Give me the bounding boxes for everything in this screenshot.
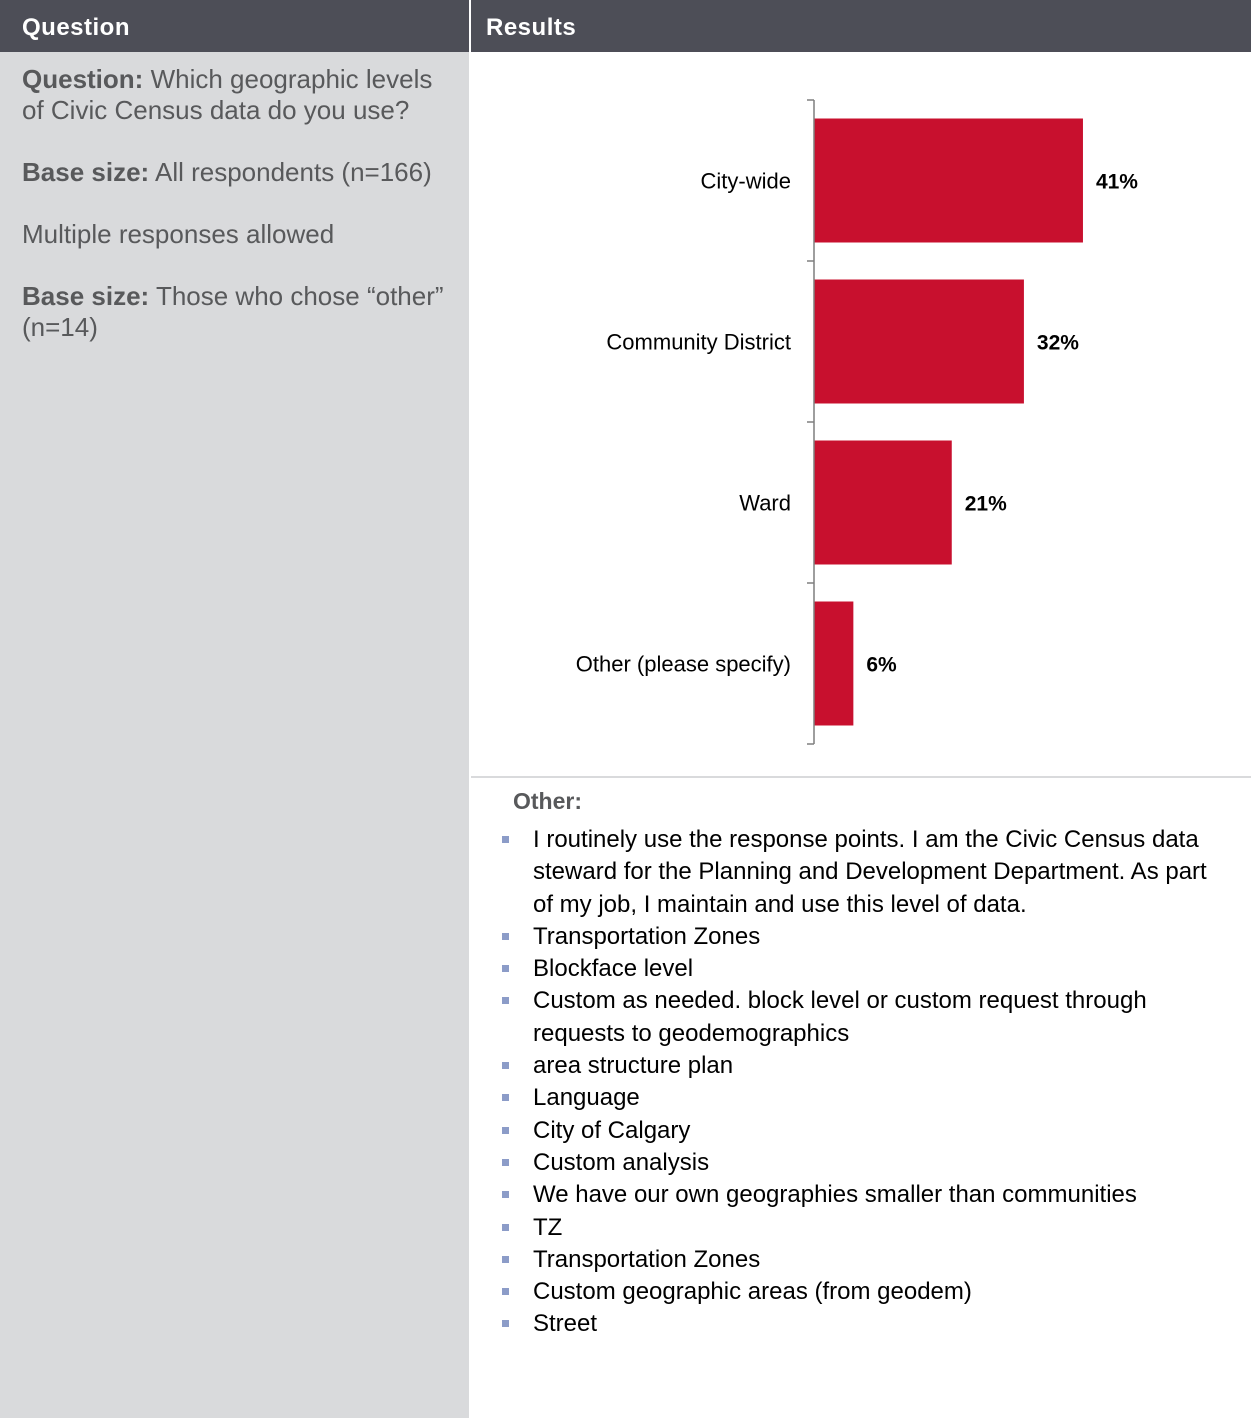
row-separator bbox=[471, 776, 1251, 778]
bullet-icon bbox=[502, 1255, 509, 1263]
table-header: Question Results bbox=[0, 0, 1251, 52]
other-response-item: TZ bbox=[500, 1212, 1230, 1244]
other-response-item: Custom as needed. block level or custom … bbox=[500, 985, 1230, 1050]
bullet-icon bbox=[502, 1320, 509, 1328]
other-title: Other: bbox=[513, 788, 582, 814]
bar bbox=[814, 279, 1024, 404]
question-column-header: Question bbox=[22, 14, 131, 41]
bullet-icon bbox=[502, 1158, 509, 1166]
bullet-icon bbox=[502, 1191, 509, 1199]
value-label: 32% bbox=[1037, 332, 1079, 355]
other-response-item: Street bbox=[500, 1308, 1230, 1340]
category-label: Ward bbox=[739, 491, 791, 516]
other-response-item: We have our own geographies smaller than… bbox=[500, 1179, 1230, 1211]
base-size-other: Base size: Those who chose “other” (n=14… bbox=[22, 281, 444, 342]
base-size-all: Base size: All respondents (n=166) bbox=[22, 157, 432, 187]
value-label: 6% bbox=[866, 654, 897, 677]
value-label: 41% bbox=[1096, 171, 1138, 194]
other-response-item: area structure plan bbox=[500, 1050, 1230, 1082]
bar-chart: City-wide 41% Community District 32% Ward 21%… bbox=[576, 99, 1138, 745]
multiple-responses-note: Multiple responses allowed bbox=[22, 219, 335, 249]
category-label: Community District bbox=[606, 330, 791, 355]
bullet-icon bbox=[502, 932, 509, 940]
question-panel: Question: Which geographic levels of Civ… bbox=[0, 52, 469, 1418]
results-column-header: Results bbox=[486, 14, 577, 41]
other-response-item: Custom analysis bbox=[500, 1147, 1230, 1179]
bullet-icon bbox=[502, 1094, 509, 1102]
bullet-icon bbox=[502, 836, 509, 843]
other-response-item: Transportation Zones bbox=[500, 1244, 1230, 1276]
other-response-item: Blockface level bbox=[500, 953, 1230, 985]
bullet-icon bbox=[502, 997, 509, 1005]
category-label: Other (please specify) bbox=[576, 652, 791, 677]
other-response-item: Custom geographic areas (from geodem) bbox=[500, 1276, 1230, 1308]
other-response-item: Language bbox=[500, 1082, 1230, 1114]
bullet-icon bbox=[502, 1223, 509, 1231]
bullet-icon bbox=[502, 1126, 509, 1134]
bar bbox=[814, 440, 952, 565]
header-divider bbox=[469, 0, 471, 52]
category-label: City-wide bbox=[701, 169, 791, 194]
other-response-item: I routinely use the response points. I a… bbox=[500, 824, 1230, 921]
other-responses-list: I routinely use the response points. I a… bbox=[500, 824, 1230, 1341]
bar bbox=[814, 118, 1083, 243]
bullet-icon bbox=[502, 1062, 509, 1070]
bullet-icon bbox=[502, 965, 509, 973]
question-text: Question: Which geographic levels of Civ… bbox=[22, 64, 433, 125]
value-label: 21% bbox=[965, 493, 1007, 516]
other-response-item: City of Calgary bbox=[500, 1115, 1230, 1147]
bar bbox=[814, 601, 854, 726]
other-response-item: Transportation Zones bbox=[500, 921, 1230, 953]
bullet-icon bbox=[502, 1288, 509, 1296]
